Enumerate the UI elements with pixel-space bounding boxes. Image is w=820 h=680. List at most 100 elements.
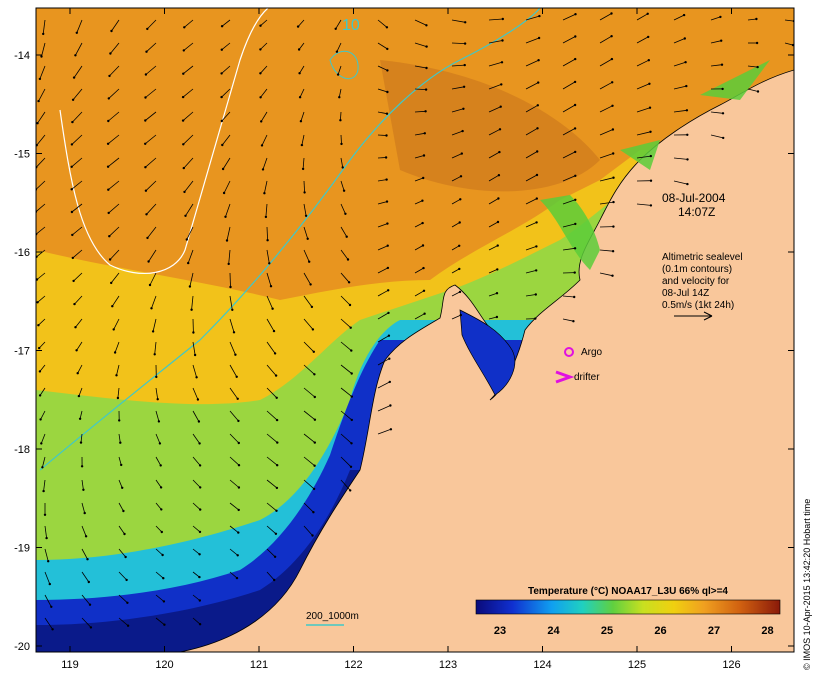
velocity-arrow bbox=[340, 387, 353, 397]
velocity-arrow-head bbox=[387, 289, 390, 292]
velocity-arrow-head bbox=[50, 605, 53, 608]
velocity-arrow bbox=[155, 433, 161, 444]
colorbar-tick-label: 25 bbox=[601, 625, 613, 637]
velocity-arrow bbox=[76, 341, 83, 351]
velocity-arrow-head bbox=[146, 236, 149, 240]
velocity-arrow bbox=[118, 456, 122, 466]
velocity-arrow bbox=[264, 180, 268, 194]
velocity-arrow-head bbox=[108, 235, 111, 238]
velocity-arrow-head bbox=[612, 176, 615, 179]
velocity-arrow bbox=[36, 157, 46, 168]
velocity-arrow-head bbox=[271, 307, 274, 310]
velocity-arrow-head bbox=[83, 511, 86, 515]
velocity-arrow-head bbox=[349, 465, 353, 468]
velocity-arrow bbox=[74, 295, 83, 305]
velocity-arrow bbox=[44, 617, 53, 630]
velocity-arrow-head bbox=[350, 372, 353, 375]
velocity-arrow-head bbox=[385, 200, 389, 203]
velocity-arrow bbox=[562, 199, 576, 205]
velocity-arrow bbox=[451, 86, 465, 90]
velocity-arrow-head bbox=[195, 376, 198, 379]
velocity-arrow-head bbox=[70, 165, 73, 168]
x-tick-label: 120 bbox=[155, 659, 173, 671]
velocity-arrow bbox=[192, 594, 201, 601]
velocity-arrow-head bbox=[612, 200, 615, 204]
velocity-arrow bbox=[191, 295, 194, 310]
velocity-arrow-head bbox=[496, 244, 499, 247]
velocity-arrow-head bbox=[260, 120, 263, 123]
velocity-arrow-head bbox=[122, 509, 125, 513]
velocity-arrow bbox=[266, 272, 272, 287]
velocity-arrow bbox=[303, 341, 315, 353]
velocity-arrow-head bbox=[237, 441, 240, 445]
velocity-arrow bbox=[229, 318, 235, 333]
velocity-arrow bbox=[81, 571, 90, 583]
velocity-arrow bbox=[710, 111, 724, 114]
velocity-arrow-head bbox=[275, 486, 279, 490]
velocity-arrow bbox=[266, 410, 278, 421]
velocity-arrow bbox=[414, 177, 424, 182]
velocity-arrow bbox=[80, 433, 83, 443]
velocity-arrow bbox=[187, 249, 194, 264]
velocity-arrow-head bbox=[163, 623, 166, 626]
velocity-arrow bbox=[451, 198, 461, 205]
velocity-arrow-head bbox=[350, 442, 353, 445]
velocity-arrow-head bbox=[220, 72, 223, 75]
x-tick-label: 121 bbox=[250, 659, 268, 671]
velocity-arrow-head bbox=[119, 441, 122, 444]
velocity-arrow bbox=[222, 157, 231, 170]
velocity-arrow-head bbox=[721, 112, 725, 115]
velocity-arrow bbox=[562, 128, 576, 136]
velocity-arrow bbox=[116, 364, 120, 376]
velocity-arrow bbox=[710, 40, 722, 44]
velocity-arrow bbox=[108, 180, 120, 191]
velocity-arrow bbox=[72, 249, 83, 259]
velocity-arrow-head bbox=[72, 279, 75, 283]
velocity-arrow bbox=[303, 433, 316, 443]
velocity-arrow bbox=[145, 157, 157, 168]
velocity-arrow-head bbox=[424, 110, 427, 113]
velocity-arrow-head bbox=[686, 158, 689, 161]
velocity-arrow bbox=[44, 594, 52, 607]
velocity-arrow-head bbox=[111, 305, 114, 308]
velocity-arrow bbox=[229, 410, 239, 422]
velocity-arrow bbox=[340, 203, 346, 214]
velocity-arrow bbox=[599, 35, 612, 44]
velocity-arrow-head bbox=[89, 626, 93, 629]
velocity-arrow-head bbox=[182, 49, 185, 52]
velocity-arrow-head bbox=[464, 21, 467, 24]
velocity-arrow-head bbox=[313, 418, 317, 421]
velocity-arrow-head bbox=[573, 127, 577, 130]
velocity-arrow-head bbox=[649, 130, 652, 133]
velocity-arrow bbox=[192, 617, 201, 625]
velocity-arrow-head bbox=[42, 489, 45, 493]
velocity-arrow bbox=[118, 594, 128, 604]
velocity-arrow-head bbox=[496, 220, 500, 224]
velocity-arrow-head bbox=[144, 142, 147, 145]
velocity-arrow bbox=[71, 203, 83, 213]
velocity-arrow-head bbox=[144, 189, 148, 192]
velocity-arrow-head bbox=[126, 624, 130, 627]
velocity-arrow bbox=[229, 456, 240, 466]
velocity-arrow-head bbox=[153, 353, 156, 356]
velocity-arrow-head bbox=[276, 441, 279, 444]
velocity-arrow bbox=[262, 157, 268, 170]
velocity-arrow bbox=[303, 479, 315, 490]
colorbar-tick-label: 24 bbox=[547, 625, 560, 637]
velocity-arrow bbox=[414, 290, 425, 297]
velocity-arrow-head bbox=[720, 63, 724, 66]
velocity-arrow-head bbox=[387, 311, 390, 315]
velocity-arrow-head bbox=[159, 464, 162, 467]
velocity-arrow bbox=[40, 410, 46, 420]
velocity-arrow-head bbox=[275, 418, 279, 422]
velocity-arrow-head bbox=[313, 464, 316, 467]
velocity-arrow-head bbox=[756, 90, 760, 93]
velocity-arrow bbox=[147, 19, 157, 30]
velocity-arrow bbox=[73, 65, 83, 78]
velocity-arrow bbox=[562, 81, 576, 90]
velocity-arrow-head bbox=[500, 83, 503, 86]
velocity-arrow-head bbox=[309, 283, 312, 286]
velocity-arrow bbox=[451, 108, 464, 113]
velocity-arrow-head bbox=[196, 398, 200, 401]
velocity-arrow bbox=[562, 58, 576, 67]
